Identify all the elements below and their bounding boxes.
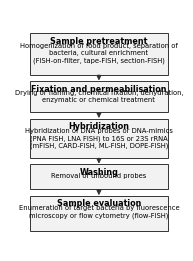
FancyBboxPatch shape	[30, 33, 168, 75]
FancyBboxPatch shape	[30, 118, 168, 158]
FancyBboxPatch shape	[30, 196, 168, 231]
Text: Drying or flaming, chemical fixation, dehydration,
enzymatic or chemical treatme: Drying or flaming, chemical fixation, de…	[15, 90, 183, 103]
Text: Hybridization of DNA probes or DNA-mimics
(PNA FISH, LNA FISH) to 16S or 23S rRN: Hybridization of DNA probes or DNA-mimic…	[25, 128, 173, 149]
Text: Sample pretreatment: Sample pretreatment	[50, 37, 148, 46]
Text: Homogenization of food product, separation of
bacteria, cultural enrichment
(FIS: Homogenization of food product, separati…	[20, 43, 178, 64]
Text: Hybridization: Hybridization	[68, 122, 130, 131]
Text: Washing: Washing	[80, 168, 118, 177]
Text: Enumeration of target bacteria by fluorescence
microscopy or flow cytometry (flo: Enumeration of target bacteria by fluore…	[19, 205, 179, 219]
FancyBboxPatch shape	[30, 81, 168, 112]
Text: Sample evaluation: Sample evaluation	[57, 199, 141, 208]
Text: Fixation and permeabilisation: Fixation and permeabilisation	[31, 85, 167, 94]
FancyBboxPatch shape	[30, 164, 168, 189]
Text: Removal of unbound probes: Removal of unbound probes	[51, 173, 146, 179]
